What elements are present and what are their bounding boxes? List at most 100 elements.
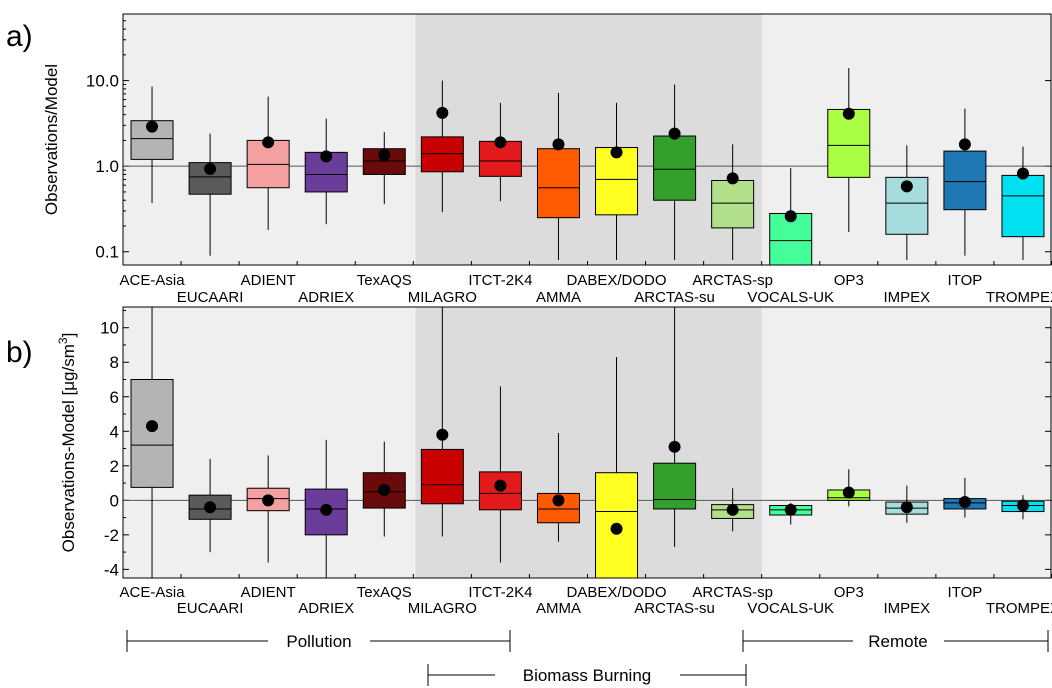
mean-marker (146, 120, 159, 133)
category-label: MILAGRO (408, 289, 477, 306)
mean-marker (204, 501, 217, 514)
mean-marker (610, 146, 623, 159)
panel-a-label: a) (6, 20, 33, 53)
mean-marker (842, 107, 855, 120)
box-ace-asia (130, 86, 174, 204)
y-tick-label: 4 (110, 422, 119, 441)
interquartile-box (420, 136, 464, 173)
category-label: MILAGRO (408, 600, 477, 617)
panel-a-boxes (130, 68, 1045, 266)
box-milagro (420, 80, 464, 213)
category-label: DABEX/DODO (567, 272, 667, 289)
panel-b-y-axis-label-close: ] (59, 333, 78, 338)
panel-b-biomass-band (415, 307, 762, 578)
category-label: AMMA (536, 289, 581, 306)
y-tick-label: 0 (110, 491, 119, 510)
y-tick-label: 10 (100, 319, 119, 338)
box-trompex (1001, 495, 1045, 520)
interquartile-box (595, 147, 639, 216)
mean-marker (668, 440, 681, 453)
mean-marker (784, 503, 797, 516)
box-impex (885, 145, 929, 261)
category-label: ITCT-2K4 (468, 584, 532, 601)
panel-a-y-axis-label: Observations/Model (42, 64, 61, 215)
y-tick-label: 2 (110, 457, 119, 476)
interquartile-box (536, 148, 580, 219)
panel-b-label: b) (6, 336, 33, 369)
mean-marker (378, 483, 391, 496)
box-itop (943, 477, 987, 518)
box-op3 (827, 469, 871, 507)
panel-b-y-axis-label-superscript: 3 (56, 337, 70, 344)
category-label: ITOP (948, 584, 983, 601)
category-label: ADRIEX (298, 289, 354, 306)
box-itct-2k4 (478, 102, 522, 202)
category-label: ARCTAS-su (634, 600, 715, 617)
mean-marker (900, 501, 913, 514)
interquartile-box (130, 120, 174, 160)
category-label: ITOP (948, 272, 983, 289)
box-adient (246, 455, 290, 563)
category-label: ADIENT (241, 272, 296, 289)
box-arctas-su (653, 307, 697, 547)
interquartile-box (885, 176, 929, 235)
panel-b-frame (122, 306, 1052, 579)
mean-marker (436, 428, 449, 441)
category-label: AMMA (536, 600, 581, 617)
mean-marker (378, 149, 391, 162)
mean-marker (494, 136, 507, 149)
panel-b-y-axis-label-part1: Observations-Model [ (59, 390, 78, 552)
category-label: VOCALS-UK (747, 289, 834, 306)
panel-a-category-labels: ACE-AsiaEUCAARIADIENTADRIEXTexAQSMILAGRO… (120, 272, 1052, 306)
mean-marker (552, 138, 565, 151)
box-itct-2k4 (478, 386, 522, 563)
category-label: EUCAARI (177, 600, 244, 617)
box-dabex-dodo (595, 357, 639, 579)
category-label: IMPEX (884, 289, 931, 306)
category-label: TexAQS (357, 272, 412, 289)
panel-b-y-axis-label-unit: μg/sm (59, 344, 78, 391)
category-label: ACE-Asia (120, 584, 186, 601)
biomass-burning-bracket: Biomass Burning (427, 664, 747, 686)
box-ace-asia (130, 307, 174, 578)
panel-b-category-labels: ACE-AsiaEUCAARIADIENTADRIEXTexAQSMILAGRO… (120, 584, 1052, 617)
mean-marker (436, 106, 449, 119)
box-adient (246, 96, 290, 230)
mean-marker (726, 172, 739, 185)
category-label: ADIENT (241, 584, 296, 601)
y-tick-label: 6 (110, 388, 119, 407)
mean-marker (262, 136, 275, 149)
interquartile-box (653, 135, 697, 201)
panel-a-biomass-band (415, 14, 762, 265)
panel-a-y-tick-labels: 0.1 1.0 10.0 (86, 72, 119, 262)
category-label: DABEX/DODO (567, 584, 667, 601)
mean-marker (552, 494, 565, 507)
group-brackets: Pollution Biomass Burning Remote (126, 630, 1049, 686)
pollution-label: Pollution (286, 632, 351, 651)
box-impex (885, 485, 929, 523)
interquartile-box (653, 462, 697, 510)
category-label: OP3 (834, 272, 864, 289)
category-label: OP3 (834, 584, 864, 601)
box-arctas-sp (711, 488, 755, 532)
category-label: IMPEX (884, 600, 931, 617)
box-vocals-uk (769, 168, 813, 266)
panel-b-y-axis-label: Observations-Model [μg/sm3] (56, 333, 78, 553)
box-arctas-sp (711, 144, 755, 261)
category-label: ARCTAS-su (634, 289, 715, 306)
y-tick-label: 1.0 (95, 157, 119, 176)
interquartile-box (420, 448, 464, 505)
mean-marker (784, 210, 797, 223)
category-label: TROMPEX (986, 600, 1052, 617)
y-tick-label: 10.0 (86, 72, 119, 91)
mean-marker (262, 494, 275, 507)
y-tick-label: -2 (104, 526, 119, 545)
remote-bracket: Remote (742, 630, 1049, 652)
box-trompex (1001, 146, 1045, 261)
category-label: EUCAARI (177, 289, 244, 306)
mean-marker (1016, 167, 1029, 180)
box-adriex (304, 439, 348, 578)
interquartile-box (943, 150, 987, 211)
